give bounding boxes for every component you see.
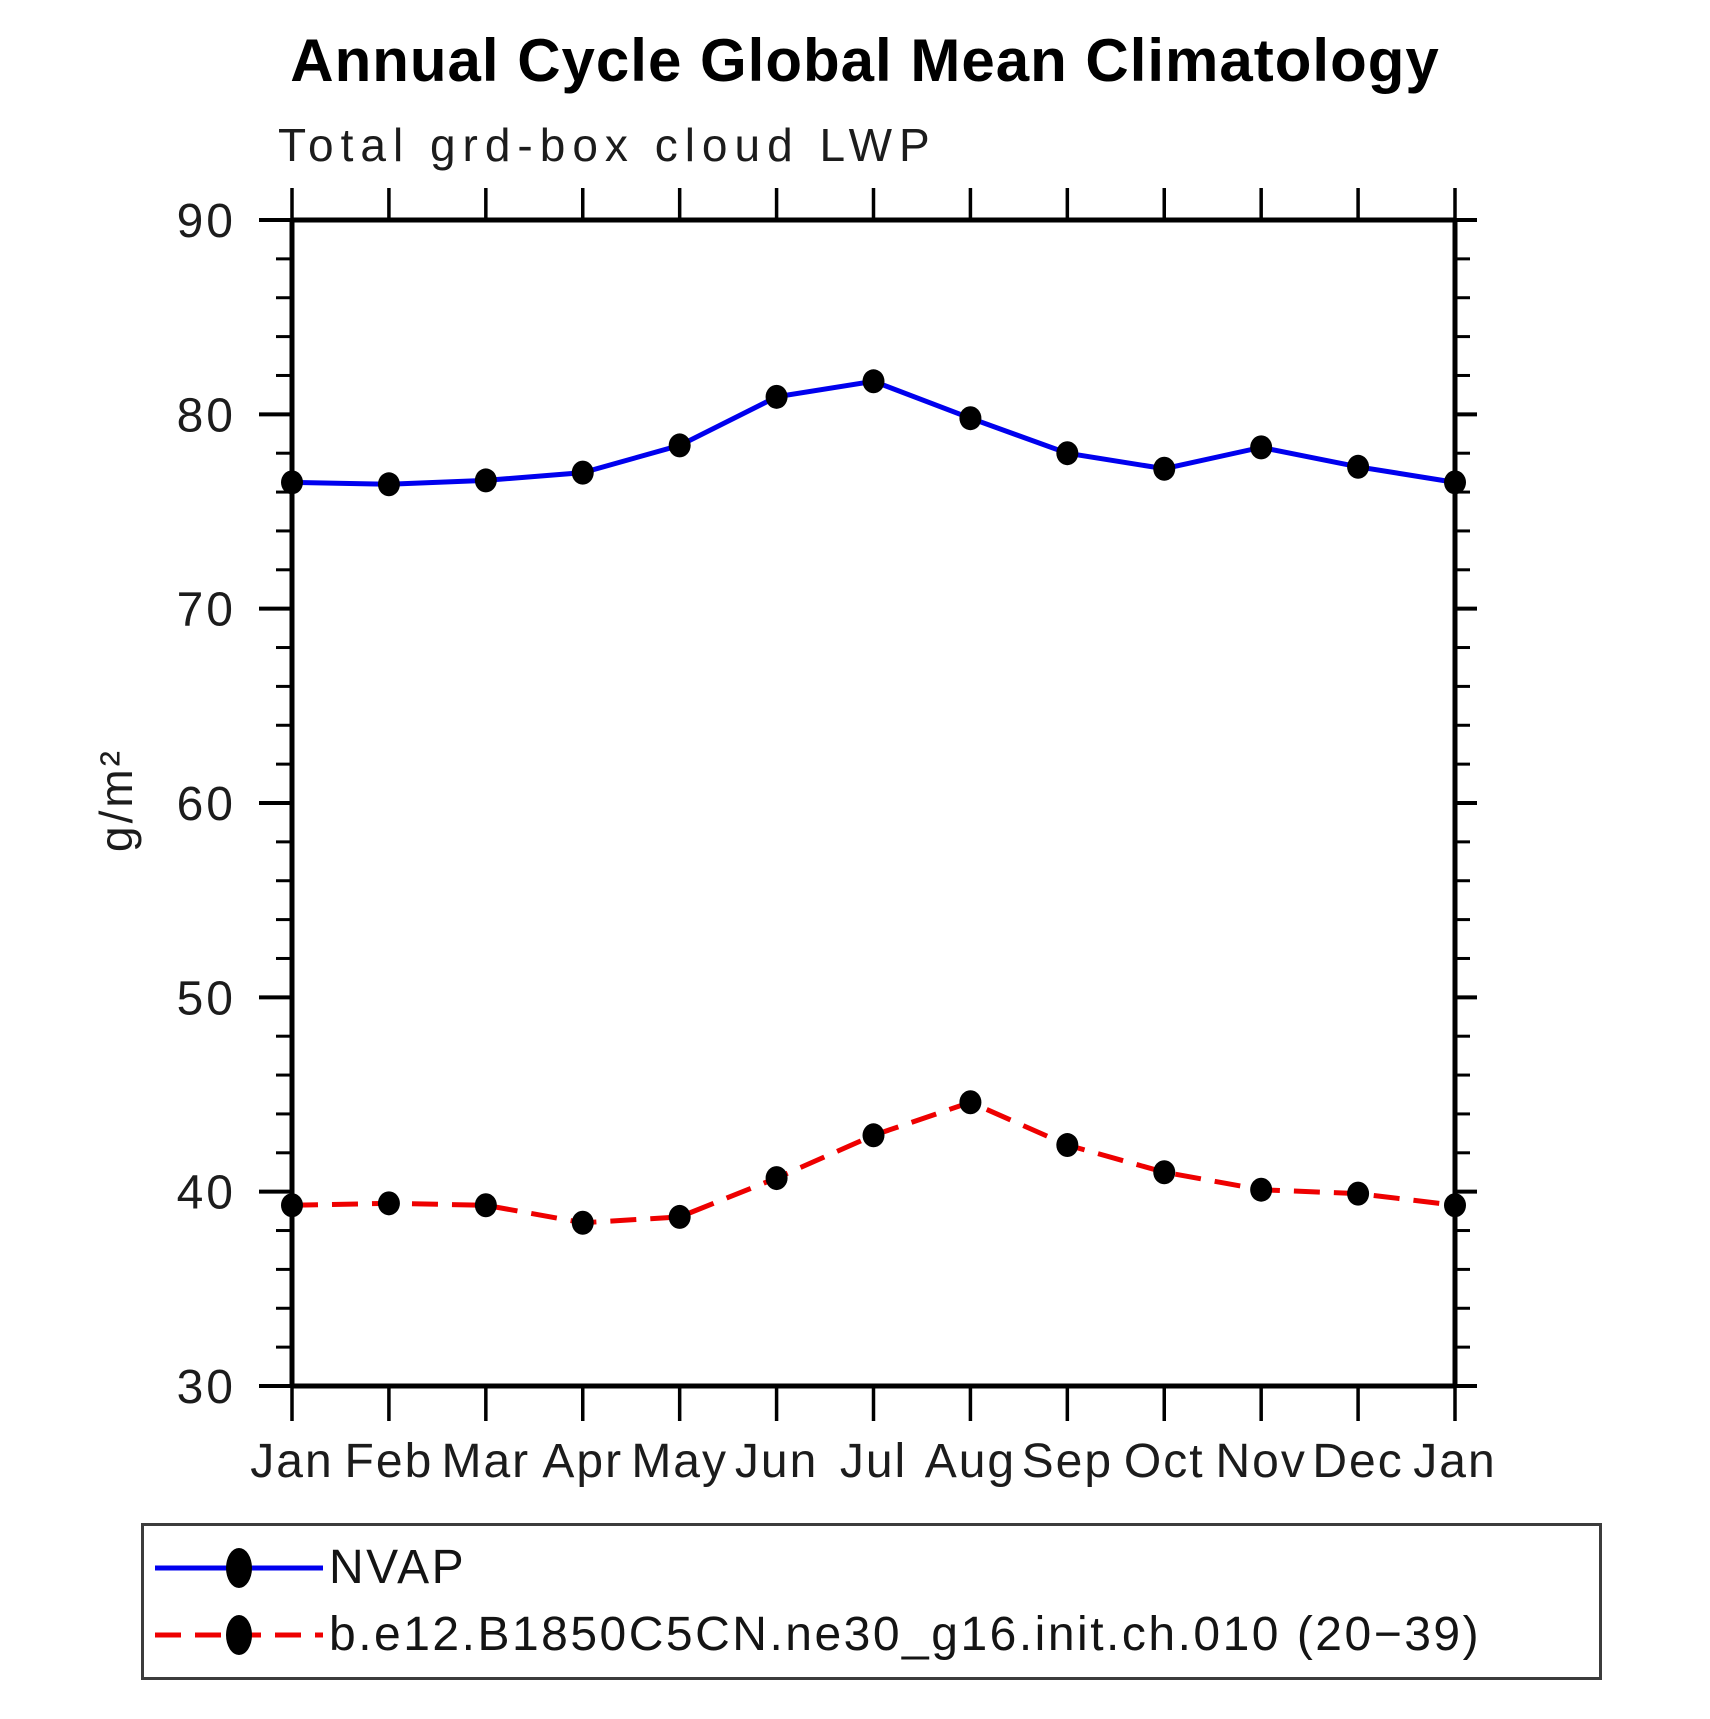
legend-item-nvap: NVAP — [144, 1542, 1599, 1594]
legend: NVAP b.e12.B1850C5CN.ne30_g16.init.ch.01… — [141, 1523, 1602, 1680]
axis-frame — [289, 217, 1458, 1389]
svg-text:Aug: Aug — [925, 1435, 1016, 1488]
svg-text:60: 60 — [177, 778, 236, 831]
chart-subtitle: Total grd-box cloud LWP — [278, 119, 937, 171]
legend-label-nvap: NVAP — [329, 1540, 467, 1594]
nvap-line-swatch — [155, 1547, 323, 1588]
x-axis-tick-labels: Jan Feb Mar Apr May Jun Jul Aug Sep Oct Nov Dec Jan — [250, 1435, 1496, 1488]
svg-text:Jan: Jan — [250, 1435, 333, 1488]
svg-text:Feb: Feb — [345, 1435, 434, 1488]
svg-text:30: 30 — [177, 1361, 236, 1414]
svg-text:50: 50 — [177, 972, 236, 1025]
model-marker-icon — [226, 1615, 252, 1656]
legend-item-model: b.e12.B1850C5CN.ne30_g16.init.ch.010 (20… — [144, 1609, 1599, 1661]
x-axis-ticks — [290, 188, 1457, 1421]
svg-text:Nov: Nov — [1215, 1435, 1306, 1488]
series-model — [281, 1090, 1466, 1235]
svg-text:Jul: Jul — [840, 1435, 907, 1488]
y-axis-tick-labels: 30 40 50 60 70 80 90 — [177, 195, 236, 1414]
chart-title: Annual Cycle Global Mean Climatology — [290, 27, 1440, 94]
svg-text:Oct: Oct — [1124, 1435, 1205, 1488]
model-line-swatch — [155, 1615, 323, 1656]
series-nvap — [281, 369, 1466, 497]
svg-text:Sep: Sep — [1022, 1435, 1113, 1488]
svg-text:May: May — [631, 1435, 728, 1488]
svg-text:80: 80 — [177, 389, 236, 442]
svg-text:90: 90 — [177, 195, 236, 248]
nvap-marker-icon — [226, 1547, 252, 1588]
svg-text:Apr: Apr — [542, 1435, 623, 1488]
svg-text:70: 70 — [177, 584, 236, 637]
svg-text:Jan: Jan — [1413, 1435, 1496, 1488]
svg-text:Mar: Mar — [441, 1435, 530, 1488]
svg-text:Dec: Dec — [1312, 1435, 1403, 1488]
y-axis-ticks — [259, 218, 1477, 1388]
svg-text:Jun: Jun — [735, 1435, 818, 1488]
svg-text:40: 40 — [177, 1167, 236, 1220]
legend-label-model: b.e12.B1850C5CN.ne30_g16.init.ch.010 (20… — [329, 1608, 1482, 1662]
